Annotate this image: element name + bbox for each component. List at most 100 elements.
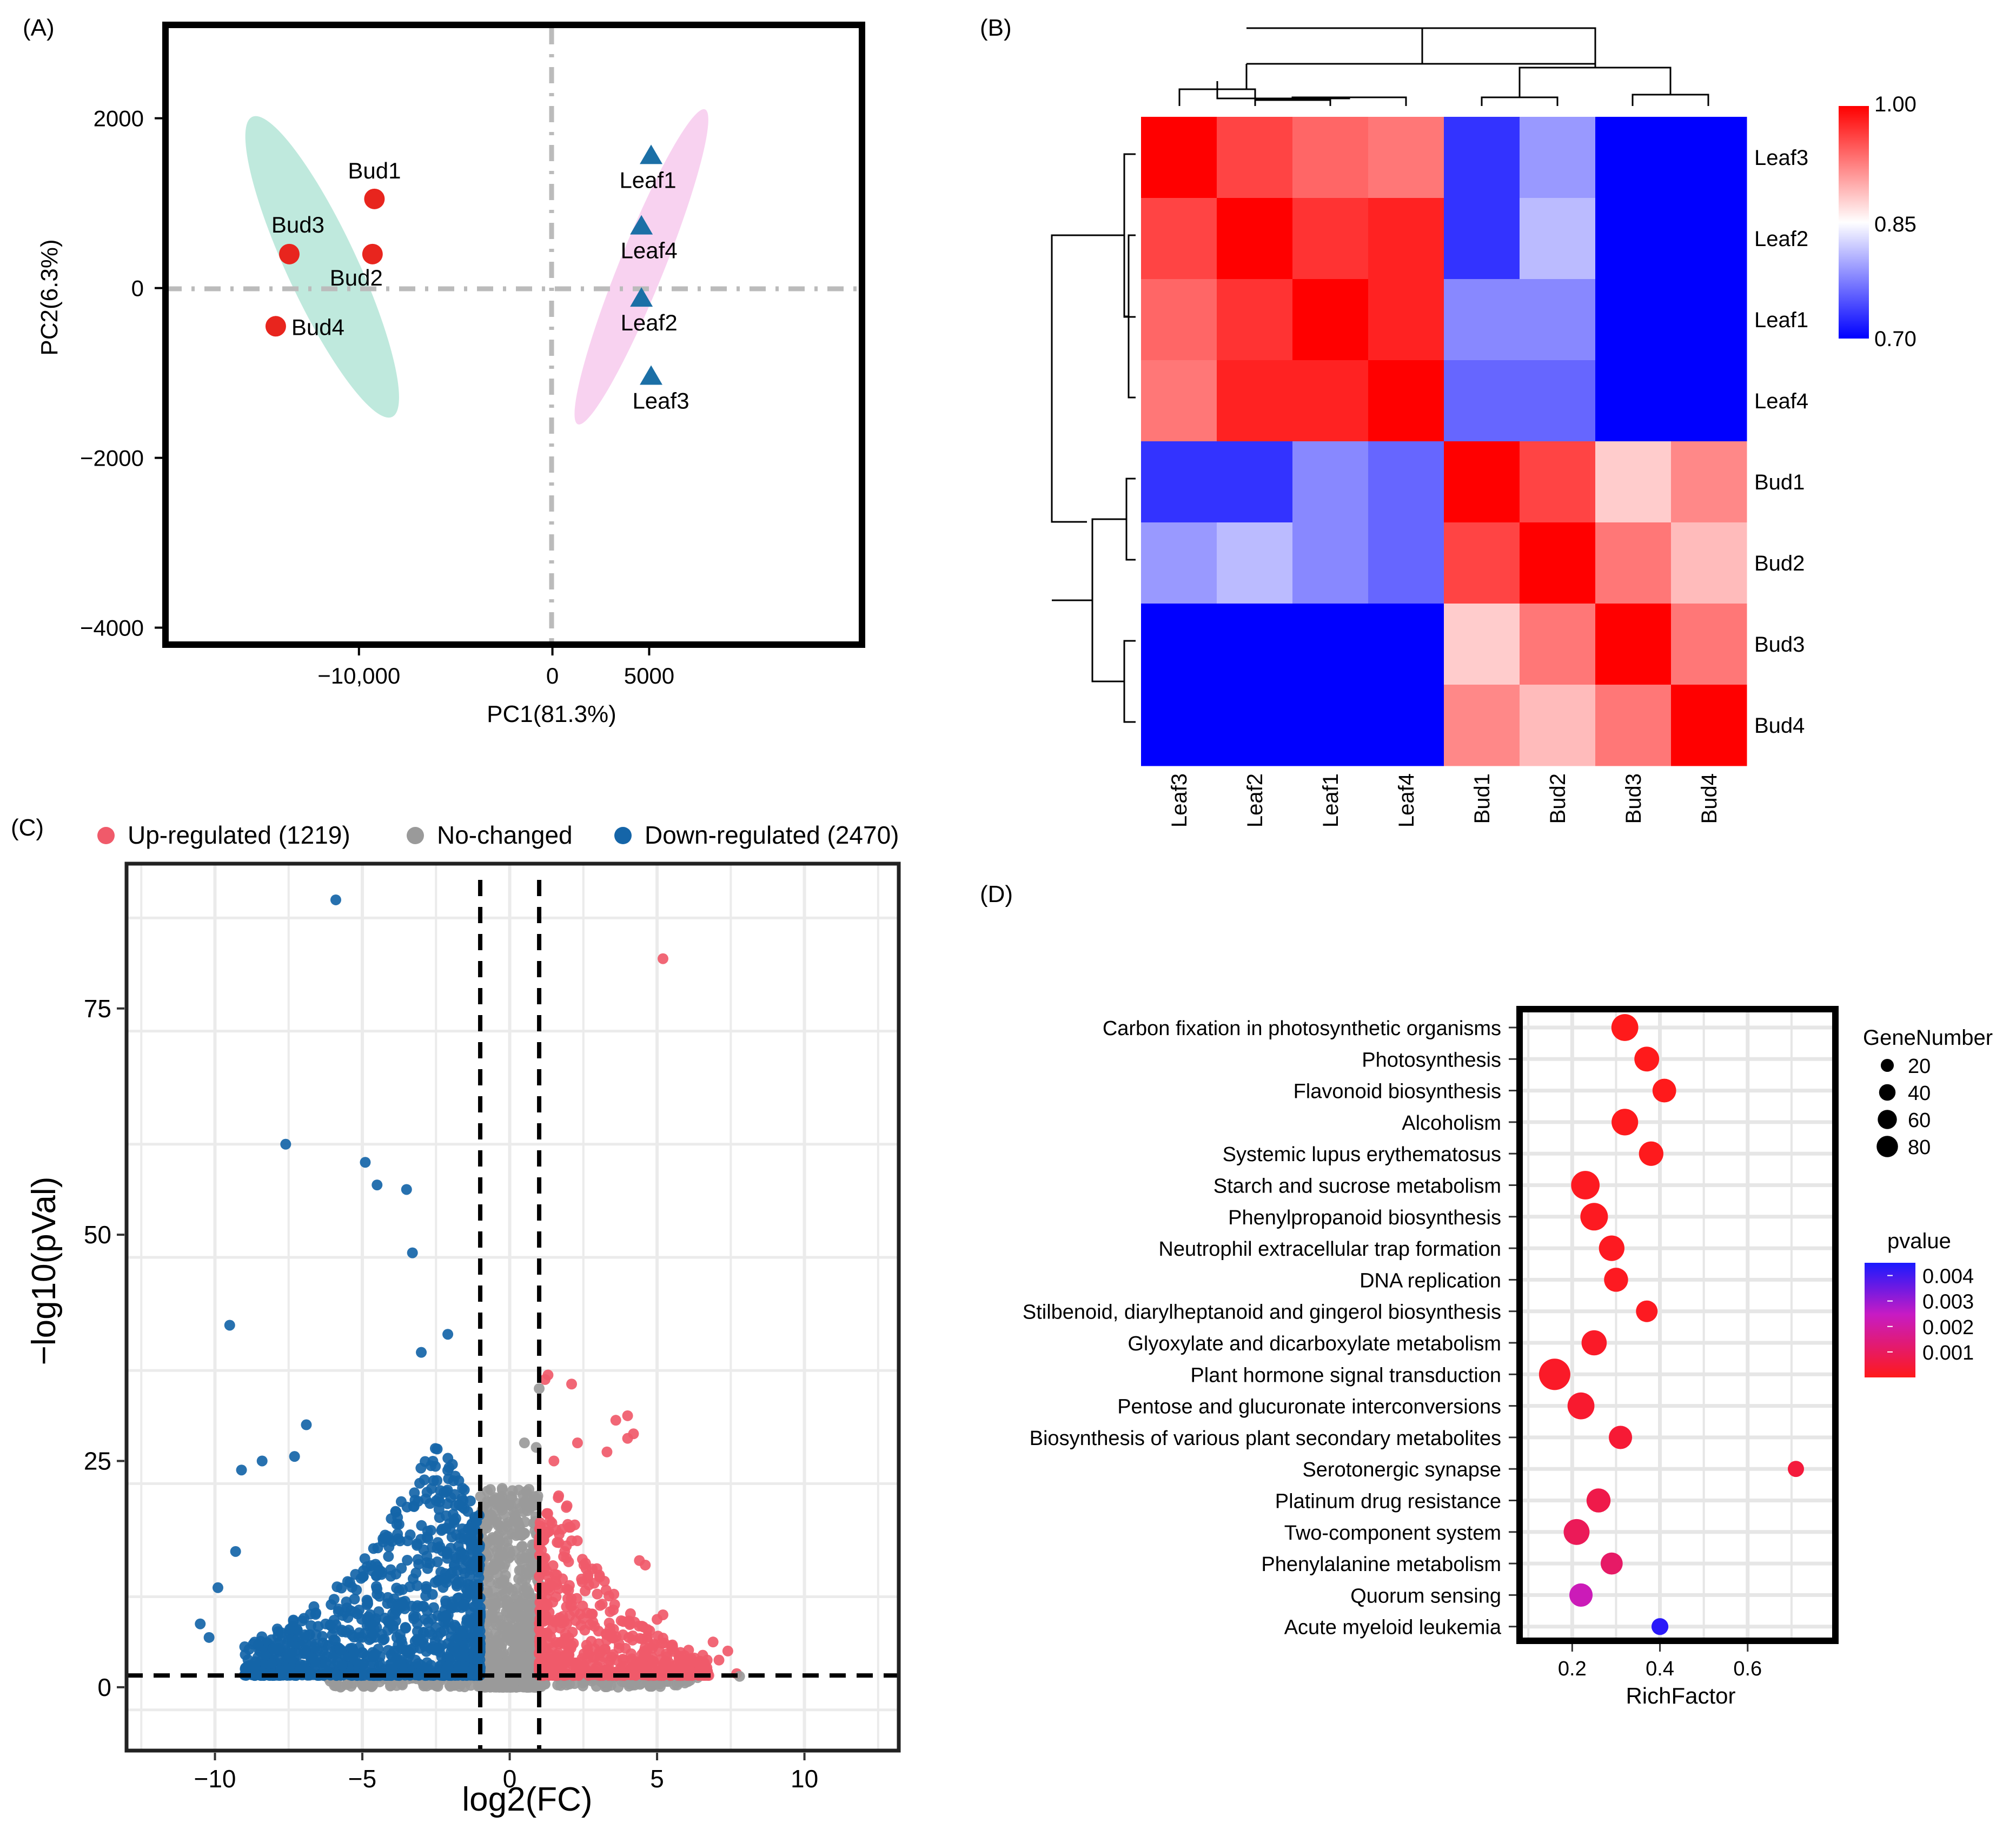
pca-y-tick-label: −2000 (80, 446, 144, 471)
volcano-point-down (273, 1644, 284, 1655)
kegg-term-label: Quorum sensing (1350, 1585, 1501, 1607)
row-dendrogram (1051, 153, 1136, 723)
volcano-point-up (544, 1585, 555, 1596)
volcano-point-down (382, 1645, 394, 1656)
volcano-point-nochange (384, 1680, 396, 1692)
heatmap-row-label: Bud2 (1754, 552, 1805, 575)
volcano-point-highlight (548, 1455, 560, 1467)
heatmap-cell-bud2-leaf2 (1217, 522, 1293, 604)
kegg-point (1600, 1552, 1623, 1575)
heatmap-cell-leaf4-bud1 (1444, 360, 1520, 442)
heatmap-cell-leaf2-leaf1 (1292, 198, 1369, 280)
heatmap-color-scale (1839, 106, 1869, 339)
kegg-term-label: Two-component system (1284, 1522, 1501, 1545)
heatmap-row-label: Bud1 (1754, 470, 1805, 494)
kegg-point (1636, 1300, 1658, 1322)
volcano-point-highlight (203, 1632, 215, 1643)
volcano-point-nochange (521, 1486, 532, 1497)
volcano-point-up (599, 1575, 610, 1587)
volcano-point-down (408, 1611, 419, 1622)
volcano-point-down (321, 1651, 333, 1662)
volcano-point-highlight (256, 1455, 268, 1467)
heatmap-cell-bud1-leaf3 (1141, 441, 1217, 523)
volcano-point-highlight (610, 1415, 621, 1426)
volcano-point-down (335, 1644, 347, 1655)
volcano-point-nochange (505, 1547, 516, 1558)
heatmap-cell-bud1-leaf4 (1368, 441, 1444, 523)
heatmap-cell-bud3-bud3 (1595, 604, 1672, 685)
volcano-point-highlight (566, 1379, 578, 1390)
volcano-point-nochange (445, 1681, 456, 1692)
volcano-point-down (429, 1644, 440, 1655)
pca-point-bud4 (265, 316, 286, 337)
volcano-point-down (449, 1470, 461, 1482)
heatmap-cell-bud3-bud4 (1671, 604, 1747, 685)
pvalue-legend-title: pvalue (1887, 1229, 1951, 1253)
gene-number-legend-label: 20 (1908, 1055, 1931, 1078)
volcano-point-highlight (652, 1614, 663, 1625)
volcano-point-nochange (518, 1497, 529, 1508)
kegg-term-label: Photosynthesis (1362, 1049, 1501, 1071)
heatmap-cell-leaf4-bud4 (1671, 360, 1747, 442)
pca-panel: (A) Bud1 Bud2 Bud3 Bud4 Leaf1 Leaf4 Leaf2 Leaf3… (23, 15, 865, 727)
volcano-point-up (542, 1508, 553, 1519)
heatmap-cell-bud2-leaf4 (1368, 522, 1444, 604)
pca-ellipse-bud (245, 116, 399, 418)
gene-number-legend-dot (1878, 1110, 1897, 1129)
volcano-point-up (640, 1648, 651, 1659)
volcano-point-down (374, 1661, 385, 1672)
kegg-x-label: RichFactor (1626, 1683, 1735, 1708)
volcano-point-down (409, 1487, 420, 1499)
heatmap-cell-leaf2-bud3 (1595, 198, 1672, 280)
pca-ellipse-leaf (574, 109, 708, 425)
volcano-x-tick-label: 10 (791, 1765, 818, 1793)
volcano-point-up (554, 1528, 565, 1540)
volcano-point-nochange (495, 1619, 506, 1630)
heatmap-labels: Leaf3 Leaf2 Leaf1 Leaf4 Bud1 Bud2 Bud3 Bud4 Leaf… (1168, 146, 1808, 827)
volcano-point-down (356, 1614, 367, 1625)
kegg-term-label: Biosynthesis of various plant secondary … (1030, 1427, 1501, 1450)
pca-point-bud3 (278, 243, 300, 264)
volcano-point-down (435, 1485, 446, 1496)
heatmap-cell-leaf4-bud2 (1520, 360, 1596, 442)
pca-point-label: Leaf4 (621, 238, 678, 263)
heatmap-cell-leaf3-bud3 (1595, 117, 1672, 198)
heatmap-cell-bud1-bud4 (1671, 441, 1747, 523)
pca-point-label: Leaf2 (621, 310, 678, 335)
volcano-point-down (455, 1652, 466, 1663)
volcano-point-down (456, 1493, 468, 1504)
volcano-point-nochange (484, 1576, 495, 1587)
volcano-point-down (343, 1625, 354, 1636)
volcano-point-nochange (500, 1569, 511, 1581)
kegg-point (1571, 1171, 1600, 1200)
kegg-term-label: Platinum drug resistance (1275, 1490, 1501, 1513)
gene-number-legend-dot (1876, 1136, 1898, 1157)
heatmap-cell-leaf1-leaf2 (1217, 279, 1293, 361)
kegg-point (1580, 1203, 1608, 1231)
heatmap-cell-bud1-leaf1 (1292, 441, 1369, 523)
heatmap-cell-leaf4-bud3 (1595, 360, 1672, 442)
heatmap-cell-leaf3-leaf2 (1217, 117, 1293, 198)
heatmap-row-label: Leaf4 (1754, 389, 1808, 413)
volcano-point-down (295, 1631, 306, 1642)
heatmap-cell-bud4-bud1 (1444, 685, 1520, 766)
volcano-point-down (468, 1642, 479, 1654)
volcano-panel: (C) Up-regulated (1219) No-changed Down-re… (11, 814, 901, 1818)
volcano-point-nochange (522, 1505, 533, 1516)
volcano-point-highlight (236, 1464, 247, 1476)
heatmap-row-label: Leaf1 (1754, 308, 1808, 332)
volcano-point-down (412, 1634, 423, 1645)
volcano-point-up (592, 1588, 603, 1600)
heatmap-cell-bud2-bud1 (1444, 522, 1520, 604)
volcano-point-down (385, 1564, 396, 1575)
heatmap-cell-bud2-leaf3 (1141, 522, 1217, 604)
volcano-point-up (553, 1490, 565, 1501)
volcano-point-down (451, 1580, 462, 1592)
gene-number-legend-label: 80 (1908, 1136, 1931, 1159)
volcano-point-nochange (516, 1639, 528, 1651)
volcano-point-highlight (622, 1410, 633, 1421)
volcano-point-down (434, 1512, 445, 1523)
volcano-point-nochange (496, 1483, 508, 1494)
volcano-legend-label: Up-regulated (1219) (128, 821, 350, 849)
